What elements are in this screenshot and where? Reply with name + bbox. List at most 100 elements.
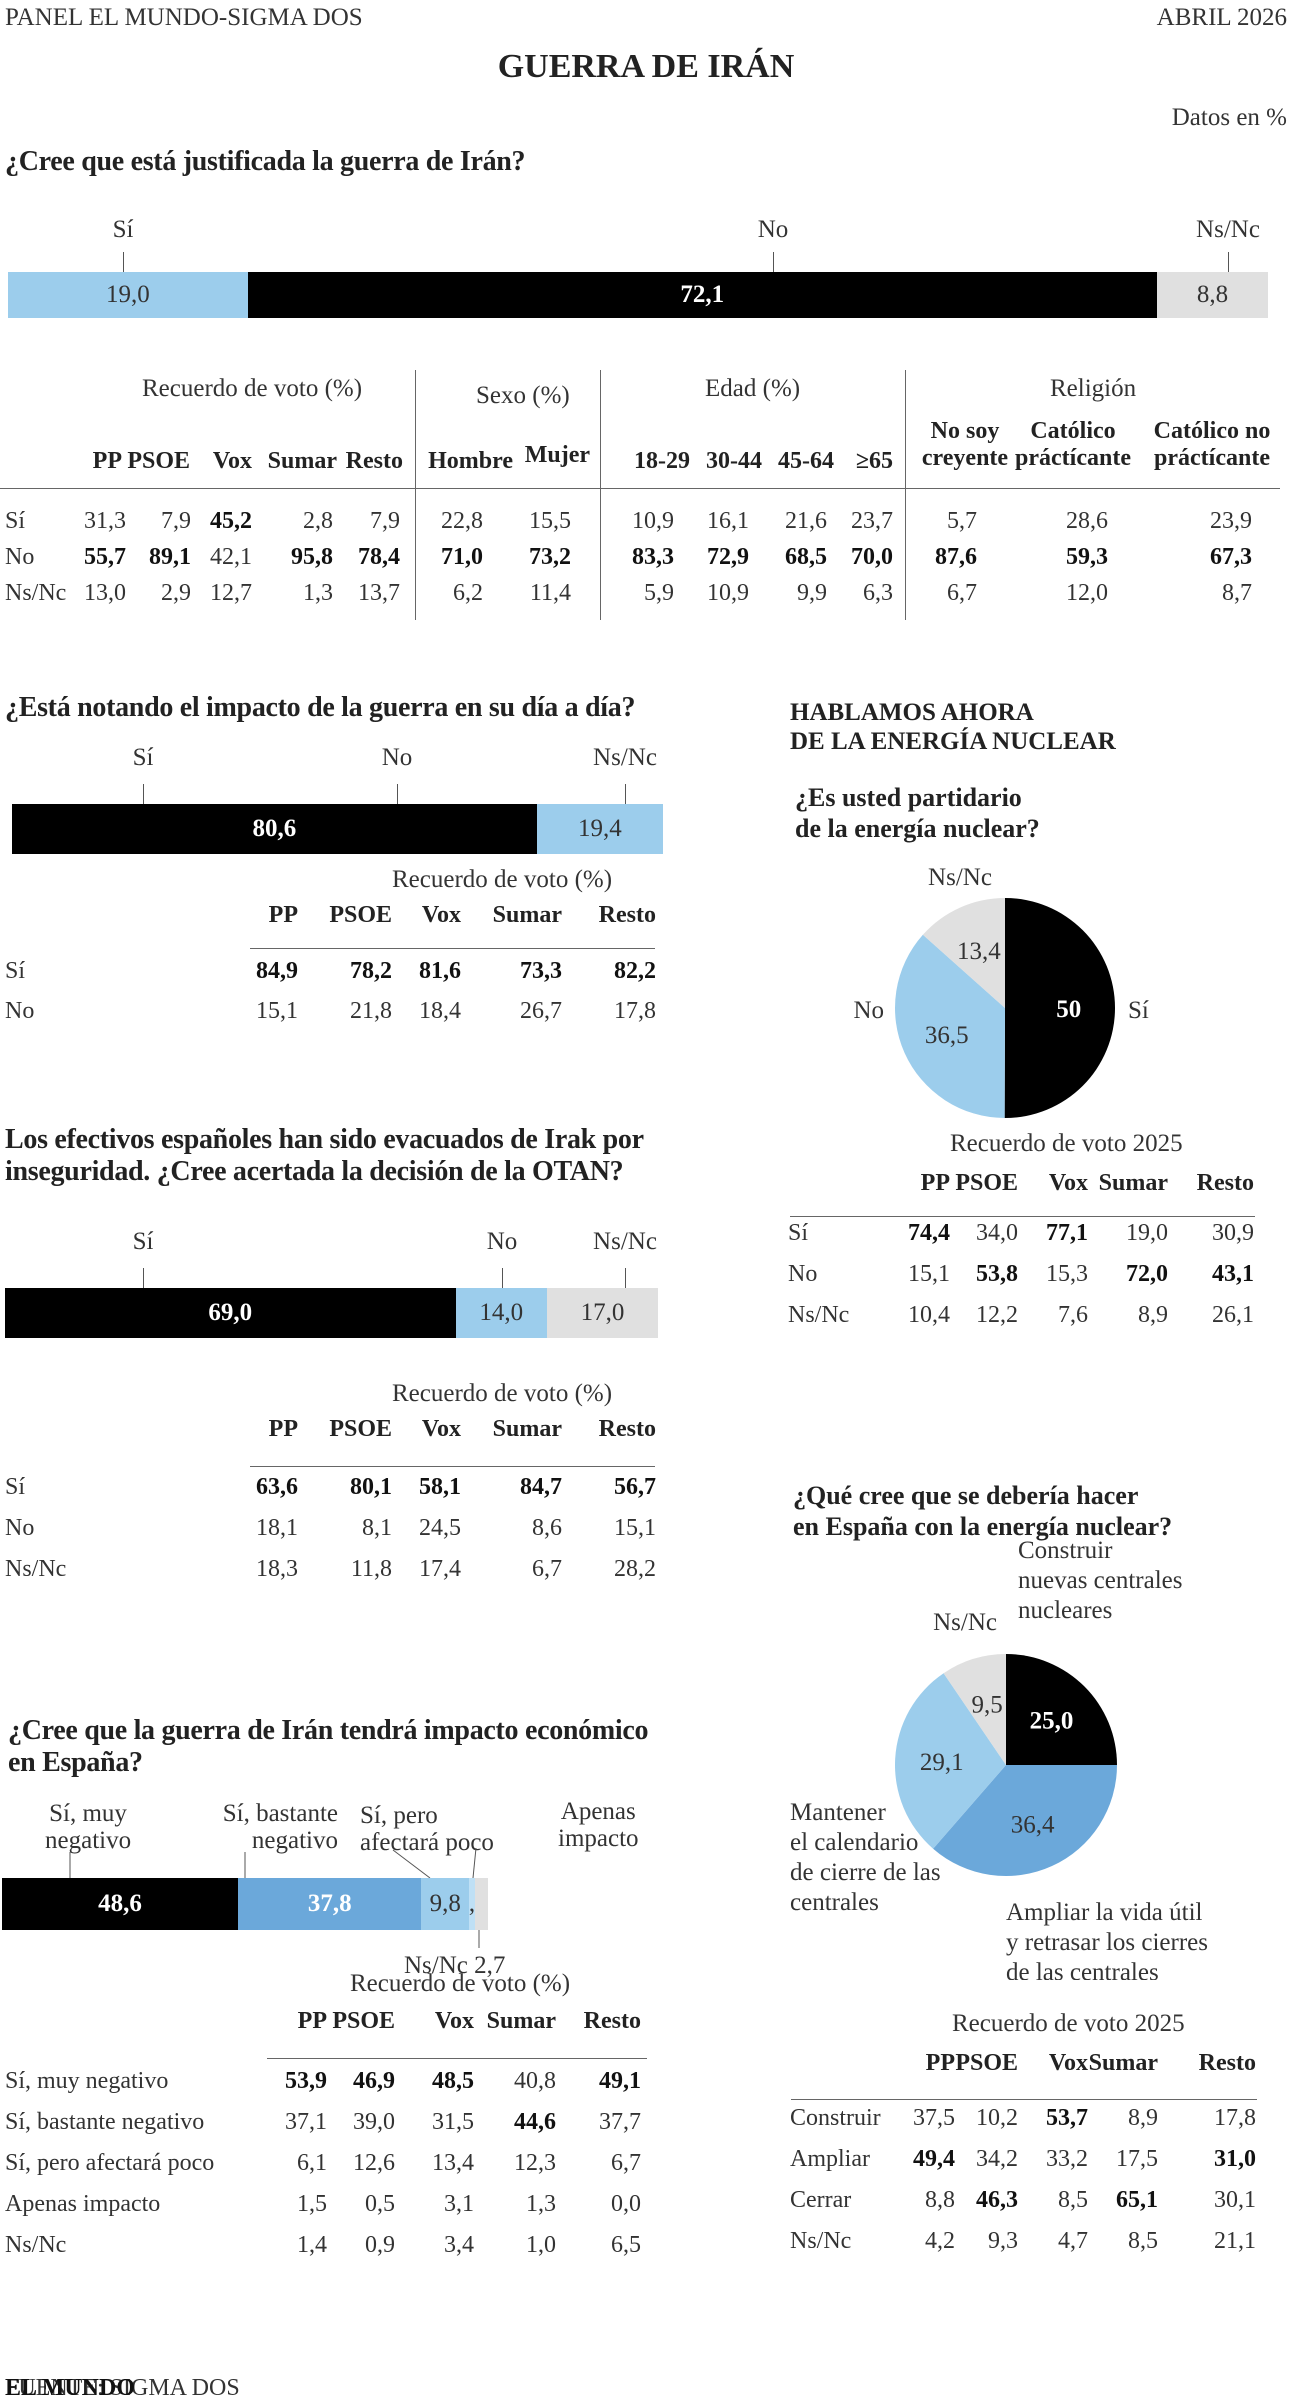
q6-cell: 17,5 <box>1116 2146 1158 2172</box>
q2-cell: 73,3 <box>520 958 562 984</box>
q3-question-line2: inseguridad. ¿Cree acertada la decisión … <box>5 1156 624 1187</box>
q4-cell: 48,5 <box>432 2068 474 2094</box>
q1-cell: 22,8 <box>441 508 483 534</box>
q3-cell: 84,7 <box>520 1474 562 1500</box>
q3-segment-si: 69,0 <box>5 1288 456 1338</box>
q1-col-header-resto: Resto <box>345 448 403 474</box>
q1-segment-no: 72,1 <box>247 272 1157 318</box>
q6-cell: 46,3 <box>976 2187 1018 2213</box>
units-label: Datos en % <box>1171 104 1287 131</box>
q6-slice-label: de las centrales <box>1006 1959 1159 1980</box>
q4-cell: 44,6 <box>514 2109 556 2135</box>
q1-row-label-si: Sí <box>5 508 26 534</box>
q1-value-label: 19,0 <box>105 281 150 308</box>
q4-segment-ns-nc <box>474 1878 488 1930</box>
q1-col-header-18-29: 18-29 <box>634 448 690 474</box>
q6-pie-chart: 25,0 36,4 29,1 9,5 Construir nuevas centrales… <box>790 1540 1208 1980</box>
q4-cell: 46,9 <box>353 2068 395 2094</box>
q3-table-group-header: Recuerdo de voto (%) <box>392 1380 613 1407</box>
q1-col-header-psoe: PSOE <box>127 448 190 474</box>
q5-cell: 19,0 <box>1126 1220 1168 1246</box>
q4-cell: 1,3 <box>526 2191 556 2217</box>
q3-value-label: 17,0 <box>580 1299 625 1326</box>
q1-cell: 2,8 <box>303 508 333 534</box>
q6-cell: 4,7 <box>1058 2228 1088 2254</box>
q5-slice-label-ns-nc: Ns/Nc <box>928 864 992 891</box>
q3-value-label: 14,0 <box>479 1299 524 1326</box>
q3-cell: 80,1 <box>350 1474 392 1500</box>
col-header-line: práctícante <box>1154 445 1270 471</box>
q1-cell: 12,0 <box>1066 580 1108 606</box>
q1-col-header-vox: Vox <box>212 448 252 474</box>
q3-label-no: No <box>486 1228 518 1255</box>
q2-tick <box>143 784 144 804</box>
q6-col-header-pp: PP <box>925 2050 955 2076</box>
q6-table-rule <box>791 2099 1257 2100</box>
q4-label-apenas-impacto: Apenas impacto <box>558 1798 639 1852</box>
q4-col-header-psoe: PSOE <box>332 2008 395 2034</box>
q4-row-label-si-bastante-negativo: Sí, bastante negativo <box>5 2109 205 2135</box>
q4-cell: 31,5 <box>432 2109 474 2135</box>
q4-cell: 12,6 <box>353 2150 395 2176</box>
q3-col-header-pp: PP <box>268 1416 298 1442</box>
q1-segment-ns-nc: 8,8 <box>1156 272 1268 318</box>
q6-cell: 34,2 <box>976 2146 1018 2172</box>
q2-stacked-bar: 80,6 19,4 <box>12 804 663 854</box>
q1-cell: 11,4 <box>529 580 571 606</box>
q2-col-header-pp: PP <box>268 902 298 928</box>
q6-slice-label: nucleares <box>1018 1597 1112 1624</box>
q1-cell: 2,9 <box>161 580 191 606</box>
q4-cell: 0,9 <box>365 2232 395 2258</box>
q6-row-label-construir: Construir <box>790 2105 881 2131</box>
q3-segment-ns-nc: 17,0 <box>546 1288 658 1338</box>
q3-cell: 8,6 <box>532 1515 562 1541</box>
q4-segment-apenas-impacto: 1,2 <box>469 1878 475 1930</box>
q4-col-header-pp: PP <box>297 2008 327 2034</box>
q2-value-label: 19,4 <box>577 815 622 842</box>
q2-col-header-sumar: Sumar <box>492 902 562 928</box>
q4-table-group-header: Recuerdo de voto (%) <box>350 1970 571 1997</box>
q4-cell: 37,7 <box>599 2109 641 2135</box>
q5-cell: 26,1 <box>1212 1302 1254 1328</box>
q6-slice-label: Ns/Nc <box>933 1609 997 1636</box>
q2-col-header-psoe: PSOE <box>329 902 392 928</box>
q1-cell: 95,8 <box>291 544 333 570</box>
q1-cell: 72,9 <box>707 544 749 570</box>
q6-question: ¿Qué cree que se debería hacer en España… <box>793 1481 1173 1541</box>
q6-slice-mantener-el-calendario-de-cier <box>895 1673 1006 1849</box>
q4-value-label: 48,6 <box>98 1890 142 1917</box>
q3-row-label-no: No <box>5 1515 35 1541</box>
q4-cell: 0,5 <box>365 2191 395 2217</box>
q2-tick <box>397 784 398 804</box>
q4-segment-si-muy-negativo: 48,6 <box>2 1878 238 1930</box>
q4-cell: 40,8 <box>514 2068 556 2094</box>
q6-cell: 21,1 <box>1214 2228 1256 2254</box>
q1-value-label: 8,8 <box>1196 281 1229 308</box>
q1-cell: 1,3 <box>303 580 333 606</box>
q1-col-header-65: ≥65 <box>855 448 893 474</box>
q3-cell: 18,1 <box>256 1515 298 1541</box>
q1-tick <box>1228 252 1229 272</box>
q6-cell: 37,5 <box>913 2105 955 2131</box>
q4-cell: 13,4 <box>432 2150 474 2176</box>
q1-cell: 7,9 <box>161 508 191 534</box>
q1-cell: 89,1 <box>149 544 191 570</box>
q5-slice-no <box>895 934 1005 1118</box>
q2-row-label-si: Sí <box>5 958 26 984</box>
col-header-line: creyente <box>921 445 1009 471</box>
q2-cell: 15,1 <box>256 998 298 1024</box>
q6-cell: 17,8 <box>1214 2105 1256 2131</box>
q2-label-ns-nc: Ns/Nc <box>593 744 657 771</box>
q1-cell: 70,0 <box>851 544 893 570</box>
q5-cell: 12,2 <box>976 1302 1018 1328</box>
q2-segment-ns-nc: 19,4 <box>536 804 663 854</box>
q4-row-label-si-pero-afectara-poco: Sí, pero afectará poco <box>5 2150 215 2176</box>
q1-cell: 67,3 <box>1210 544 1252 570</box>
q4-label-afectara-poco: Sí, pero afectará poco <box>360 1802 494 1856</box>
q6-cell: 65,1 <box>1116 2187 1158 2213</box>
q1-label-ns-nc: Ns/Nc <box>1196 216 1260 243</box>
q1-col-header-mujer: Mujer <box>524 442 590 468</box>
q4-cell: 1,0 <box>526 2232 556 2258</box>
q5-table-group-header: Recuerdo de voto 2025 <box>950 1130 1183 1157</box>
q1-value-label: 72,1 <box>680 281 725 308</box>
